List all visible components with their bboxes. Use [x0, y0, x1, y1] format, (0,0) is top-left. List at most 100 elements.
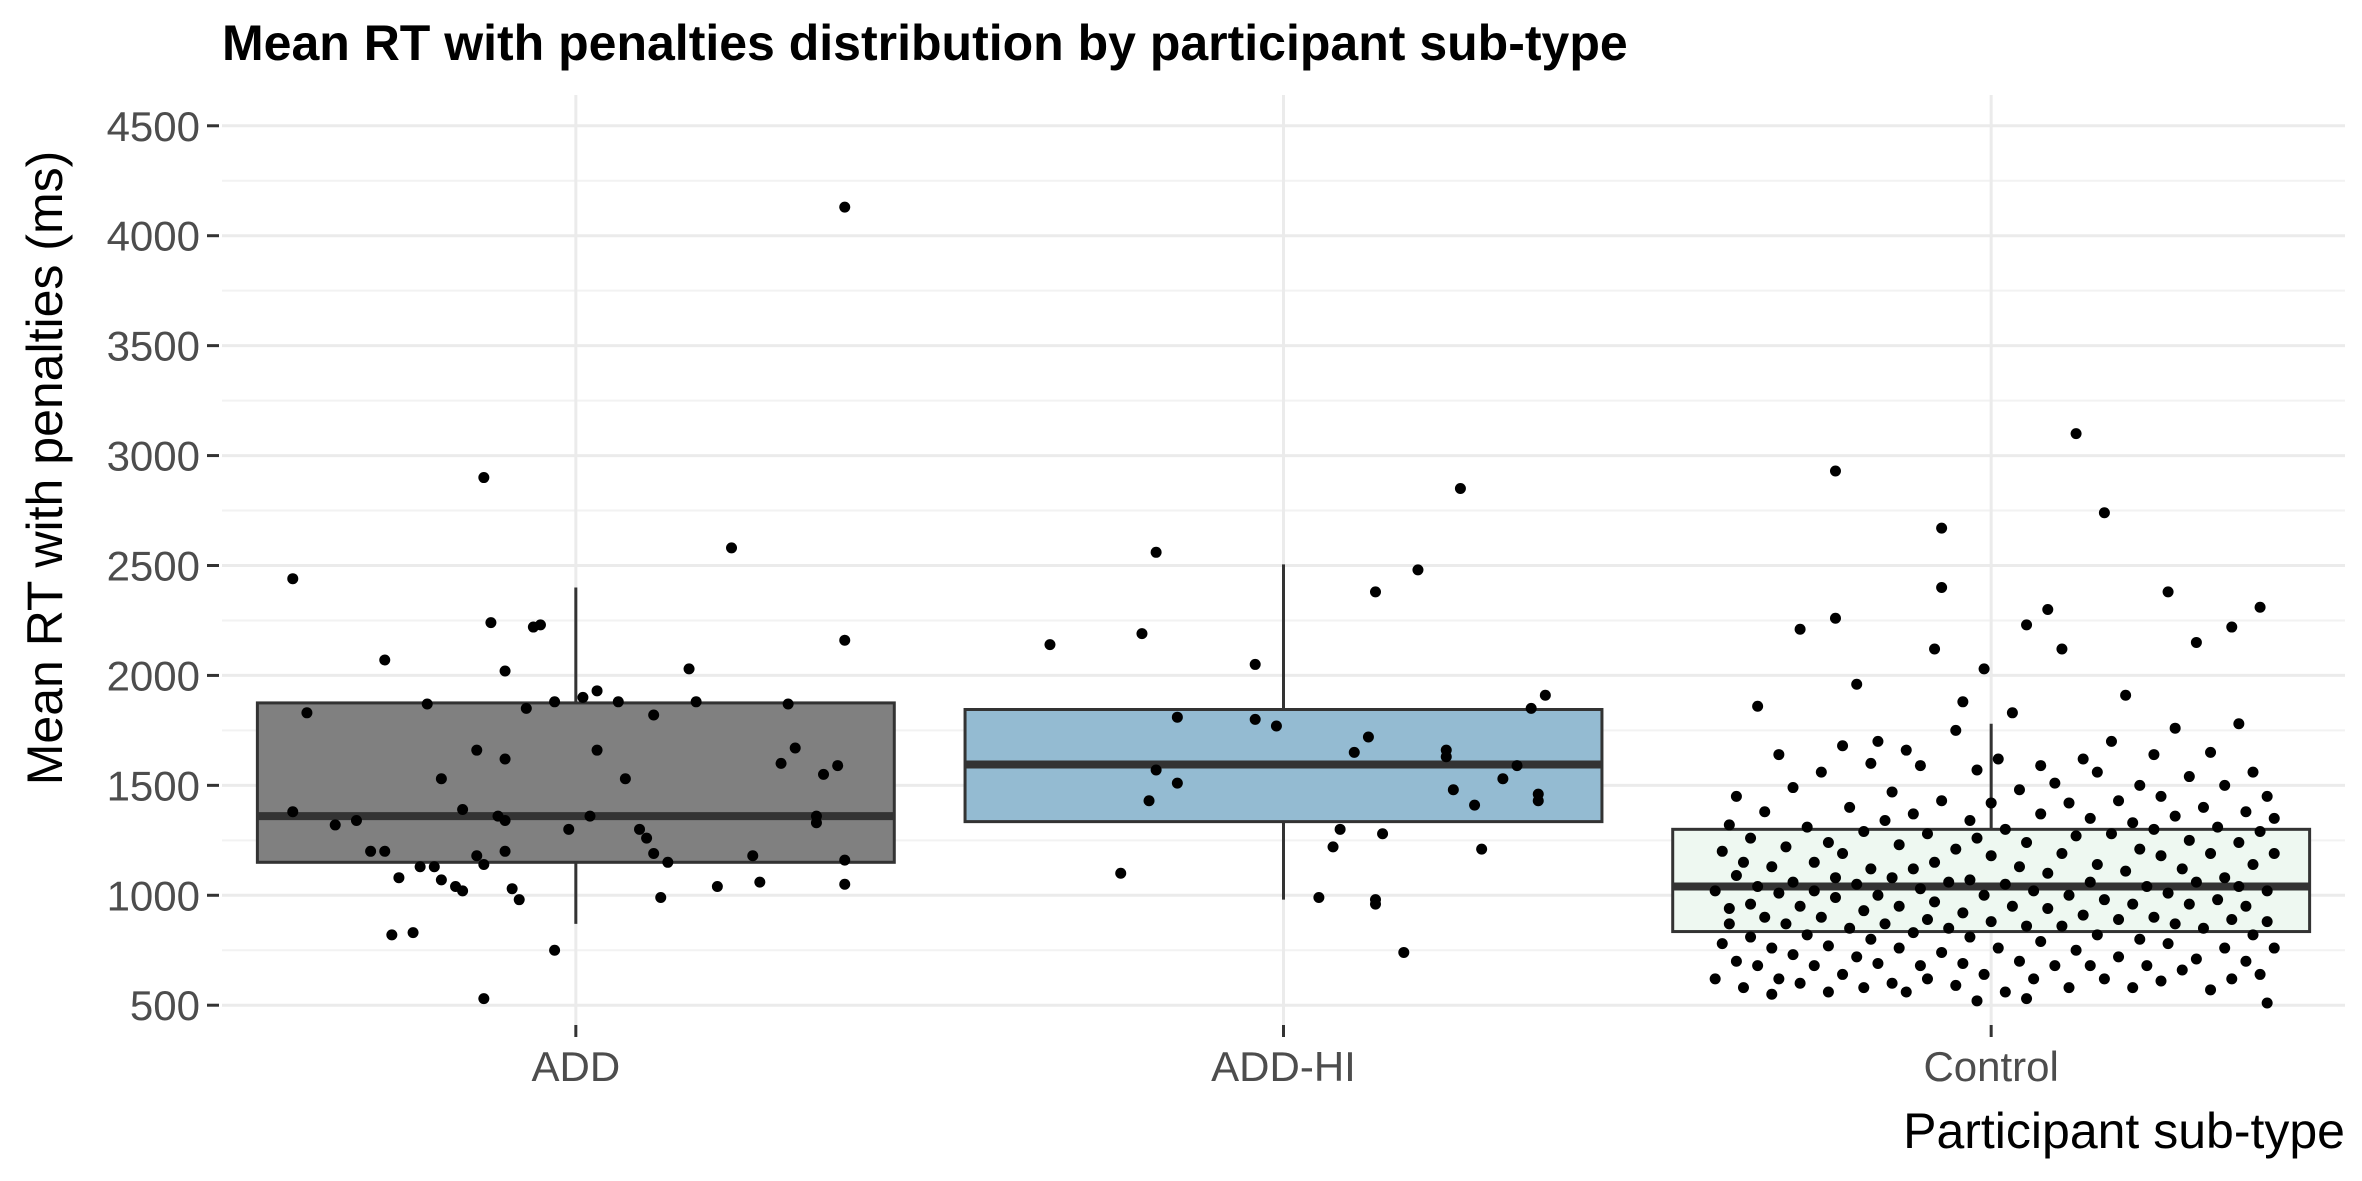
data-point [2148, 911, 2160, 923]
data-point [648, 709, 660, 721]
data-point [2148, 823, 2160, 835]
data-point [2013, 955, 2025, 967]
data-point [2268, 812, 2280, 824]
data-point [2190, 953, 2202, 965]
data-point [1999, 823, 2011, 835]
x-tick-label: Control [1923, 1043, 2058, 1090]
data-point [1844, 922, 1856, 934]
data-point [2233, 718, 2245, 730]
data-point [2084, 812, 2096, 824]
data-point [2197, 922, 2209, 934]
data-point [1851, 951, 1863, 963]
data-point [2268, 942, 2280, 954]
data-point [1794, 900, 1806, 912]
data-point [2006, 900, 2018, 912]
data-point [1985, 916, 1997, 928]
data-point [365, 845, 377, 857]
data-point [2091, 859, 2103, 871]
data-point [2063, 889, 2075, 901]
data-point [2134, 933, 2146, 945]
data-point [428, 861, 440, 873]
chart-title: Mean RT with penalties distribution by p… [222, 15, 1628, 71]
x-tick-label: ADD-HI [1211, 1043, 1356, 1090]
data-point [1837, 848, 1849, 860]
data-point [287, 806, 299, 818]
data-point [1865, 863, 1877, 875]
data-point [2028, 973, 2040, 985]
data-point [471, 744, 483, 756]
data-point [1822, 837, 1834, 849]
y-tick-label: 2500 [107, 542, 200, 589]
data-point [839, 878, 851, 890]
data-point [1787, 876, 1799, 888]
data-point [1844, 801, 1856, 813]
data-point [1752, 880, 1764, 892]
data-point [1780, 841, 1792, 853]
data-point [1270, 720, 1282, 732]
data-point [2240, 806, 2252, 818]
data-point [2169, 722, 2181, 734]
data-point [2261, 885, 2273, 897]
data-point [1900, 986, 1912, 998]
data-point [1497, 773, 1509, 785]
data-point [1985, 797, 1997, 809]
data-point [1865, 933, 1877, 945]
data-point [1999, 878, 2011, 890]
data-point [754, 876, 766, 888]
data-point [2077, 753, 2089, 765]
data-point [2120, 865, 2132, 877]
data-point [1171, 711, 1183, 723]
box-control [1671, 723, 2312, 934]
data-point [2021, 619, 2033, 631]
data-point [1837, 968, 1849, 980]
data-point [2127, 982, 2139, 994]
data-point [1313, 891, 1325, 903]
y-tick-label: 1500 [107, 762, 200, 809]
data-point [2070, 428, 2082, 440]
data-point [1801, 821, 1813, 833]
data-point [1511, 760, 1523, 772]
data-point [2084, 960, 2096, 972]
data-point [1950, 979, 1962, 991]
data-point [818, 768, 830, 780]
y-tick-label: 2000 [107, 652, 200, 699]
data-point [2226, 973, 2238, 985]
data-point [2205, 746, 2217, 758]
data-point [1440, 744, 1452, 756]
data-point [379, 845, 391, 857]
data-point [1957, 696, 1969, 708]
data-point [1716, 845, 1728, 857]
data-point [584, 810, 596, 822]
data-point [1815, 766, 1827, 778]
data-point [2254, 968, 2266, 980]
data-point [1978, 889, 1990, 901]
data-point [2141, 960, 2153, 972]
data-point [1950, 724, 1962, 736]
data-point [775, 757, 787, 769]
box-body [1671, 827, 2312, 934]
data-point [301, 707, 313, 719]
data-point [1150, 546, 1162, 558]
data-point [839, 634, 851, 646]
data-point [2127, 898, 2139, 910]
data-point [1893, 839, 1905, 851]
data-point [1907, 808, 1919, 820]
data-point [655, 891, 667, 903]
data-point [1794, 623, 1806, 635]
x-tick-label: ADD [531, 1043, 620, 1090]
data-point [2261, 790, 2273, 802]
data-point [1936, 522, 1948, 534]
data-point [1914, 760, 1926, 772]
data-point [2233, 837, 2245, 849]
data-point [2183, 771, 2195, 783]
data-point [1150, 764, 1162, 776]
data-point [1907, 927, 1919, 939]
data-point [1454, 483, 1466, 495]
data-point [2056, 848, 2068, 860]
data-point [2127, 817, 2139, 829]
data-point [1745, 832, 1757, 844]
data-point [287, 573, 299, 585]
data-point [2049, 777, 2061, 789]
data-point [2113, 795, 2125, 807]
